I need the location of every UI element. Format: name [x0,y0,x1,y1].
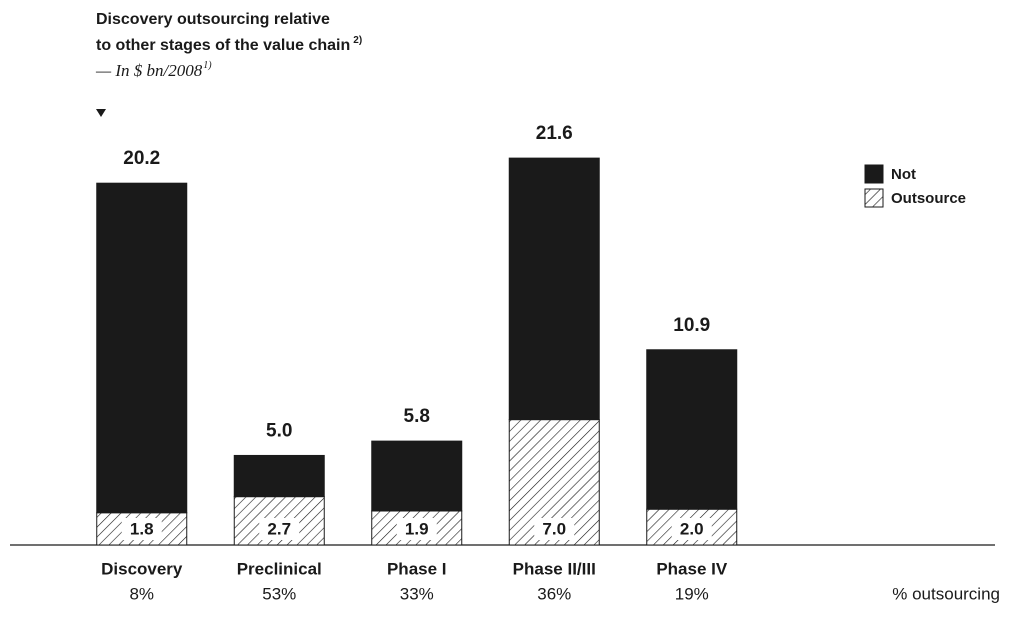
bar-segment [646,349,738,510]
title-line: Discovery outsourcing relative [96,11,330,28]
subtitle: — In $ bn/20081) [95,60,212,80]
x-tick-label: Phase II/III [513,559,596,578]
title-line: to other stages of the value chain 2) [96,35,362,55]
total-label: 21.6 [536,123,573,144]
total-label: 20.2 [123,148,160,169]
outsourcing-label: 19% [675,584,709,603]
title-text: to other stages of the value chain [96,37,350,54]
bar-segment [371,440,463,512]
outsourcing-label: 33% [400,584,434,603]
outsourcing-label: 53% [262,584,296,603]
label-bg [121,518,162,540]
x-tick-label: Discovery [101,559,183,578]
bar-segment [233,454,325,498]
legend-label: Outsource [891,190,966,207]
outsourcing-label: 36% [537,584,571,603]
data-label: 2.7 [267,519,291,538]
label-bg [259,518,300,540]
legend-swatch [864,164,884,184]
x-tick-label: Preclinical [237,559,322,578]
outsourcing-caption: % outsourcing [892,584,1000,603]
outsourcing-label: 8% [129,584,154,603]
bar-segment [96,182,188,514]
bar-segment [508,157,600,421]
x-tick-label: Phase I [387,559,447,578]
legend-swatch [864,188,884,208]
total-label: 5.8 [404,406,430,427]
total-label: 10.9 [673,315,710,336]
legend-label: Not [891,166,916,183]
marker [96,109,106,117]
data-label: 1.9 [405,519,429,538]
data-label: 1.8 [130,519,154,538]
x-tick-label: Phase IV [656,559,728,578]
label-bg [671,518,712,540]
label-bg [396,518,437,540]
data-label: 2.0 [680,519,704,538]
title-note: 2) [353,35,362,46]
label-bg [534,518,575,540]
data-label: 7.0 [542,519,566,538]
subtitle-text: — In $ bn/2008 [95,61,203,80]
subtitle-note: 1) [203,60,212,71]
total-label: 5.0 [266,420,292,441]
